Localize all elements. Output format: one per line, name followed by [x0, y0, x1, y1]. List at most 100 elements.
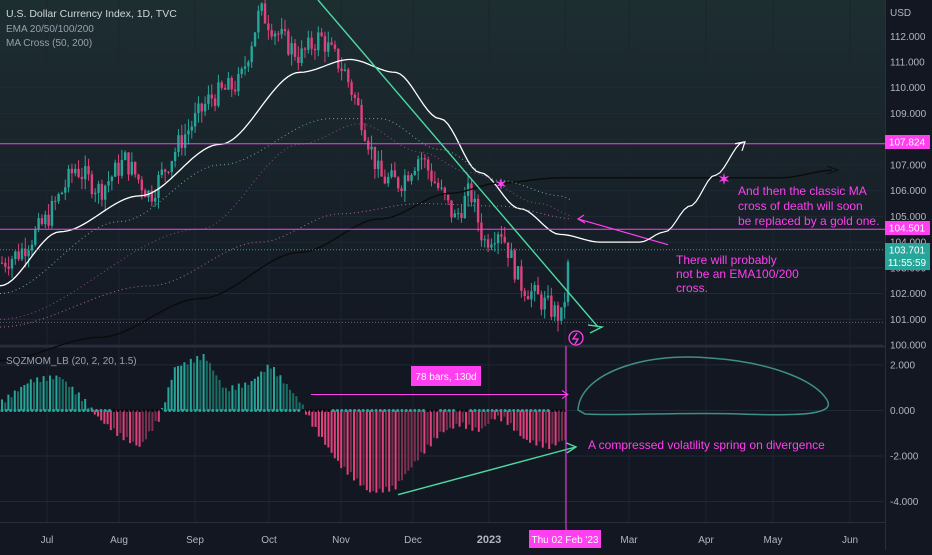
momentum-bar	[202, 354, 205, 411]
candle-body	[390, 170, 393, 177]
lower-level-tag[interactable]	[885, 221, 930, 235]
squeeze-dot	[490, 408, 494, 412]
candle-body	[330, 42, 333, 45]
momentum-bar	[237, 383, 240, 411]
squeeze-dot	[245, 408, 249, 412]
candle-body	[333, 44, 337, 49]
squeeze-dot	[400, 408, 404, 412]
price-tick-label: 102.000	[890, 289, 927, 300]
squeeze-dot	[383, 408, 387, 412]
candle-body	[173, 151, 177, 162]
candle-body	[550, 295, 553, 317]
pointer-arrow	[577, 218, 669, 246]
candle-body	[290, 43, 293, 55]
momentum-bar	[273, 367, 275, 411]
gold-cross-annotation[interactable]: And then the classic MA cross of death w…	[738, 184, 879, 228]
momentum-bar	[295, 396, 298, 411]
squeeze-dot	[486, 408, 490, 412]
candle-body	[533, 285, 536, 292]
momentum-bar	[484, 410, 487, 427]
squeeze-dot	[525, 408, 529, 412]
momentum-bar	[103, 410, 106, 424]
bars-range-box[interactable]	[411, 366, 481, 386]
squeeze-dot	[430, 408, 434, 412]
upper-level-tag[interactable]	[885, 135, 930, 149]
price-tick-label: 112.000	[890, 32, 926, 43]
candle-body	[54, 200, 57, 202]
candle-body	[67, 168, 70, 188]
momentum-bar	[68, 386, 71, 411]
momentum-bar	[458, 410, 461, 427]
squeeze-dot	[125, 408, 129, 412]
spring-annotation[interactable]: A compressed volatility spring on diverg…	[588, 438, 825, 452]
momentum-ticks: 2.000 0.000 -2.000 -4.000	[890, 360, 919, 508]
no-ema-cross-line-3: cross.	[676, 281, 708, 295]
candle-body	[60, 192, 64, 195]
divergence-line	[397, 446, 577, 496]
squeeze-dot	[456, 408, 460, 412]
candle-body	[473, 198, 476, 203]
date-tick-label: Nov	[332, 535, 350, 546]
gold-cross-line-3: be replaced by a gold one.	[738, 214, 879, 228]
price-tick-label: 106.000	[890, 186, 927, 197]
momentum-bar	[20, 386, 23, 411]
candle-body	[423, 158, 427, 160]
candle-body	[107, 181, 110, 186]
momentum-bar	[314, 410, 317, 427]
momentum-panel[interactable]	[0, 354, 830, 496]
momentum-bar	[23, 385, 26, 411]
momentum-bar	[234, 389, 237, 411]
squeeze-dot	[249, 408, 253, 412]
squeeze-dot	[305, 408, 309, 412]
divergence-arrowhead	[565, 442, 578, 454]
momentum-bar	[452, 410, 455, 429]
momentum-bar	[301, 404, 304, 411]
squeeze-dot	[335, 408, 339, 412]
momentum-bar	[433, 410, 435, 438]
candle-body	[490, 244, 493, 248]
candle-body	[240, 68, 243, 74]
candle-body	[260, 3, 263, 11]
momentum-bar	[429, 410, 432, 447]
momentum-bar	[58, 377, 61, 411]
momentum-bar	[311, 410, 314, 427]
squeeze-dot	[108, 408, 111, 412]
momentum-bar	[61, 379, 64, 411]
momentum-bar	[490, 410, 493, 420]
momentum-bar	[436, 410, 439, 439]
candle-body	[187, 130, 190, 135]
squeeze-dot	[396, 408, 400, 412]
momentum-bar	[308, 410, 311, 416]
candle-body	[7, 266, 10, 269]
momentum-bar	[257, 376, 259, 411]
squeeze-dot	[413, 408, 417, 412]
squeeze-dot	[82, 408, 86, 412]
candle-body	[433, 181, 437, 183]
candle-body	[320, 32, 323, 37]
momentum-bar	[362, 410, 365, 486]
squeeze-dot	[344, 408, 348, 412]
squeeze-dot	[555, 408, 559, 412]
date-tick-label: Aug	[110, 535, 128, 546]
no-ema-cross-annotation[interactable]: There will probably not be an EMA100/200…	[676, 253, 799, 295]
momentum-bar	[391, 410, 394, 486]
squeeze-dot	[86, 408, 90, 412]
momentum-bar	[481, 410, 483, 429]
lightning-icon	[571, 332, 580, 345]
momentum-bar	[423, 410, 426, 454]
candle-body	[0, 262, 4, 264]
date-tick-label: Oct	[261, 535, 277, 546]
squeeze-dot	[69, 408, 73, 412]
candle-body	[556, 305, 560, 321]
candle-body	[453, 213, 456, 218]
momentum-bar	[545, 410, 547, 444]
squeeze-dot	[56, 408, 60, 412]
candle-body	[543, 297, 546, 310]
momentum-bar	[282, 383, 285, 411]
bars-range-label: 78 bars, 130d	[415, 372, 476, 383]
drawings[interactable]: ✶ ✶	[0, 0, 885, 530]
candle-body	[40, 218, 44, 225]
squeeze-dot	[404, 408, 408, 412]
last-price-tag	[885, 243, 930, 270]
